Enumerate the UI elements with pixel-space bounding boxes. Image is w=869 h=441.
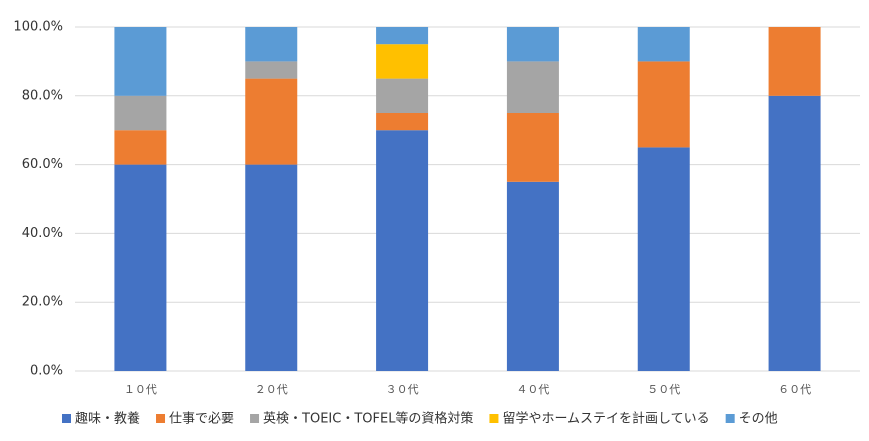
bar-segment [637,27,690,62]
bar-segment [376,44,429,79]
y-tick-label: 80.0% [22,88,63,103]
x-tick-label: １０代 [124,383,157,396]
bar-segment [376,27,429,45]
bar-segment [768,95,821,372]
bar-segment [376,113,429,131]
y-tick-label: 100.0% [13,20,63,35]
bar-segment [114,27,167,96]
bar-segment [245,164,298,371]
x-tick-label: ４０代 [516,383,549,396]
x-tick-label: ５０代 [647,383,680,396]
bar-segment [114,95,167,131]
x-tick-label: ６０代 [778,383,811,396]
legend-label: その他 [739,412,778,427]
y-tick-label: 0.0% [30,364,63,379]
bar-segment [506,27,559,62]
legend-swatch [725,414,735,423]
bar-segment [376,130,429,371]
bar-segment [637,61,690,148]
legend-swatch [156,414,166,423]
x-tick-label: ２０代 [255,383,288,396]
y-tick-label: 40.0% [22,226,63,241]
bar-segment [114,164,167,371]
bar-segment [506,181,559,371]
legend-swatch [250,414,260,423]
legend-label: 英検・TOEIC・TOFEL等の資格対策 [263,411,473,427]
bar-segment [637,147,690,371]
y-tick-label: 60.0% [22,157,63,172]
legend-swatch [489,414,499,423]
bar-segment [245,61,298,79]
legend-label: 仕事で必要 [169,412,234,427]
bar-segment [245,27,298,62]
bar-segment [506,113,559,182]
legend-swatch [62,414,71,423]
bar-segment [376,78,429,113]
bar-segment [768,27,821,96]
x-tick-label: ３０代 [386,383,419,396]
y-tick-label: 20.0% [22,295,63,310]
bar-segment [114,130,167,165]
bar-segment [506,61,559,113]
legend-label: 留学やホームステイを計画している [502,411,709,427]
legend-label: 趣味・教養 [75,411,140,427]
bar-segment [245,78,298,165]
